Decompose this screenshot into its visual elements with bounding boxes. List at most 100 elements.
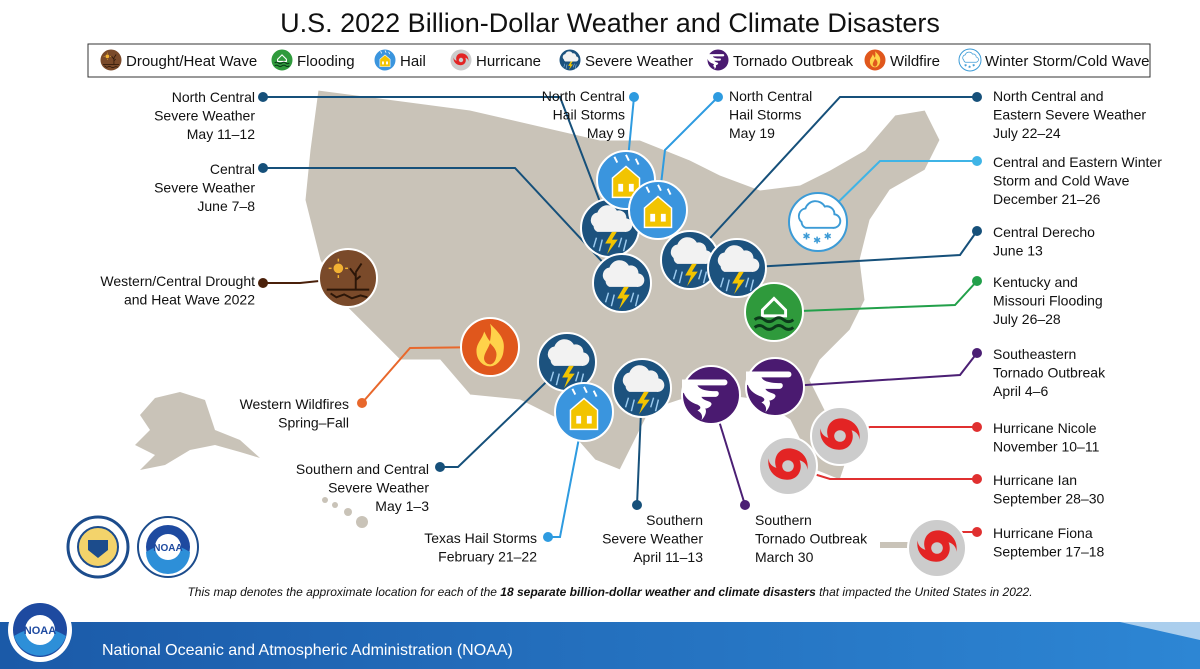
event-label: Hurricane Nicole November 10–11 bbox=[993, 420, 1100, 455]
event-label-line: Severe Weather bbox=[154, 180, 255, 196]
icon-severe bbox=[612, 358, 672, 418]
event-label-line: Severe Weather bbox=[602, 531, 703, 547]
leader-dot bbox=[972, 527, 982, 537]
event-label: North Central and Eastern Severe Weather J… bbox=[993, 88, 1146, 141]
leader-lines bbox=[258, 92, 982, 549]
event-label-line: June 13 bbox=[993, 243, 1043, 259]
map-puerto-rico bbox=[880, 542, 910, 548]
leader-dot bbox=[972, 92, 982, 102]
event-label-line: Hurricane Nicole bbox=[993, 420, 1097, 436]
leader-dot bbox=[258, 278, 268, 288]
icon-hurricane bbox=[449, 48, 473, 72]
legend-label: Flooding bbox=[297, 53, 355, 70]
icon-hurricane bbox=[758, 436, 818, 496]
footnote-part: This map denotes the approximate locatio… bbox=[187, 585, 500, 599]
event-icons bbox=[318, 150, 967, 578]
legend: Drought/Heat Wave Flooding Hail Hurricane Se… bbox=[99, 48, 1149, 72]
event-label-line: and Heat Wave 2022 bbox=[124, 292, 255, 308]
icon-winter bbox=[788, 192, 848, 252]
leader-dot bbox=[713, 92, 723, 102]
event-label: Central Derecho June 13 bbox=[993, 224, 1095, 259]
event-label-line: Storm and Cold Wave bbox=[993, 173, 1130, 189]
event-label-line: Spring–Fall bbox=[278, 415, 349, 431]
map-alaska bbox=[135, 392, 260, 470]
seal-noaa: NOAA bbox=[137, 516, 199, 578]
icon-drought bbox=[318, 248, 378, 308]
icon-severe bbox=[707, 238, 767, 298]
event-label-line: North Central bbox=[542, 88, 625, 104]
event-label: Central and Eastern Winter Storm and Cold… bbox=[993, 154, 1162, 207]
event-label-line: July 26–28 bbox=[993, 311, 1061, 327]
event-label: Central Severe Weather June 7–8 bbox=[154, 161, 255, 214]
event-label-line: December 21–26 bbox=[993, 191, 1101, 207]
icon-bg bbox=[318, 248, 378, 308]
icon-hurricane bbox=[810, 406, 870, 466]
leader-dot bbox=[629, 92, 639, 102]
event-label-line: Central and Eastern Winter bbox=[993, 154, 1162, 170]
event-label-line: Eastern Severe Weather bbox=[993, 107, 1146, 123]
event-label-line: Southern and Central bbox=[296, 461, 429, 477]
event-label-line: Kentucky and bbox=[993, 274, 1078, 290]
icon-flood bbox=[744, 282, 804, 342]
leader-dot bbox=[972, 422, 982, 432]
event-label: Hurricane Ian September 28–30 bbox=[993, 472, 1105, 507]
leader-line bbox=[774, 352, 978, 388]
legend-label: Tornado Outbreak bbox=[733, 53, 854, 70]
footer: National Oceanic and Atmospheric Adminis… bbox=[0, 598, 1200, 669]
icon-severe bbox=[592, 253, 652, 313]
leader-dot bbox=[972, 226, 982, 236]
event-label-line: North Central bbox=[729, 88, 812, 104]
event-label-line: May 1–3 bbox=[375, 498, 429, 514]
event-label: North Central Severe Weather May 11–12 bbox=[154, 89, 255, 142]
icon-bg bbox=[744, 282, 804, 342]
footnote-bold: 18 separate billion-dollar weather and c… bbox=[500, 585, 816, 599]
leader-line bbox=[773, 280, 978, 313]
legend-label: Hurricane bbox=[476, 53, 541, 70]
event-label-line: Southern bbox=[646, 512, 703, 528]
event-label-line: Western Wildfires bbox=[240, 396, 349, 412]
event-label-line: Severe Weather bbox=[328, 480, 429, 496]
event-label: Hurricane Fiona September 17–18 bbox=[993, 525, 1105, 560]
icon-tornado bbox=[745, 357, 805, 417]
event-label-line: Hail Storms bbox=[729, 107, 801, 123]
event-label-line: Severe Weather bbox=[154, 108, 255, 124]
leader-line bbox=[736, 230, 978, 269]
leader-dot bbox=[543, 532, 553, 542]
leader-line bbox=[440, 361, 568, 468]
event-label-line: Tornado Outbreak bbox=[755, 531, 868, 547]
map-hawaii bbox=[322, 497, 368, 528]
icon-winter bbox=[958, 48, 982, 72]
leader-dot bbox=[972, 156, 982, 166]
event-label-line: April 4–6 bbox=[993, 383, 1048, 399]
leader-dot bbox=[972, 474, 982, 484]
legend-label: Winter Storm/Cold Wave bbox=[985, 53, 1149, 70]
icon-hurricane bbox=[907, 518, 967, 578]
leader-dot bbox=[972, 276, 982, 286]
event-label-line: North Central and bbox=[993, 88, 1104, 104]
logo-text: NOAA bbox=[153, 543, 182, 554]
footnote-part: that impacted the United States in 2022. bbox=[816, 585, 1033, 599]
leader-dot bbox=[435, 462, 445, 472]
legend-label: Drought/Heat Wave bbox=[126, 53, 257, 70]
event-label: North Central Hail Storms May 19 bbox=[729, 88, 812, 141]
event-label-line: Hail Storms bbox=[553, 107, 625, 123]
event-label-line: February 21–22 bbox=[438, 549, 537, 565]
icon-hail bbox=[373, 48, 397, 72]
legend-label: Wildfire bbox=[890, 53, 940, 70]
leader-dot bbox=[972, 348, 982, 358]
footnote: This map denotes the approximate locatio… bbox=[187, 585, 1032, 599]
event-label: North Central Hail Storms May 9 bbox=[542, 88, 625, 141]
event-label-line: Missouri Flooding bbox=[993, 293, 1103, 309]
leader-line bbox=[263, 96, 611, 229]
event-label: Southern Severe Weather April 11–13 bbox=[602, 512, 703, 565]
leader-dot bbox=[258, 92, 268, 102]
event-label-line: March 30 bbox=[755, 549, 814, 565]
icon-tornado bbox=[681, 365, 741, 425]
legend-label: Hail bbox=[400, 53, 426, 70]
leader-dot bbox=[740, 500, 750, 510]
title: U.S. 2022 Billion-Dollar Weather and Cli… bbox=[280, 8, 940, 38]
legend-label: Severe Weather bbox=[585, 53, 693, 70]
seal-commerce bbox=[66, 515, 130, 579]
event-label: Southern and Central Severe Weather May 1–… bbox=[296, 461, 429, 514]
